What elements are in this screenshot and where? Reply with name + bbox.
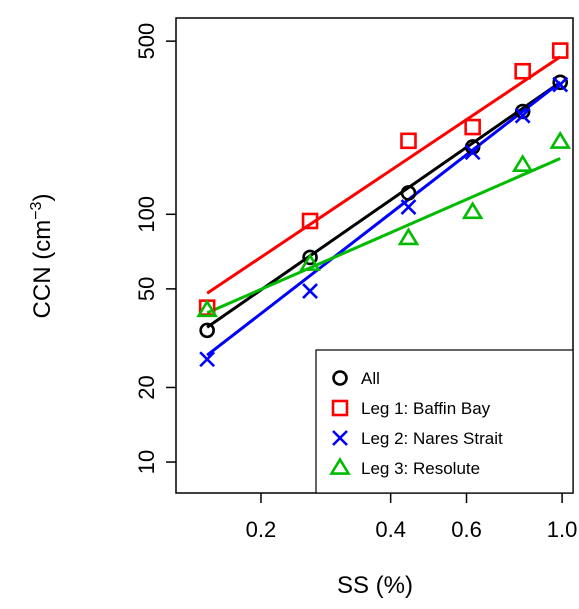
data-point [302,283,318,299]
fit-line [206,55,562,295]
data-point [464,144,481,161]
y-tick-label: 500 [134,23,159,60]
fit-line [206,157,561,315]
y-tick-label: 20 [134,375,159,399]
legend-label: All [361,369,380,388]
x-axis: 0.2 0.4 0.6 1.0 [246,493,578,542]
legend-marker [332,370,348,386]
legend: All Leg 1: Baffin Bay Leg 2: Nares Strait L… [315,349,574,494]
data-point [400,132,417,150]
data-point [299,252,321,271]
legend-marker [332,430,348,446]
y-axis-label-superscript: −3 [28,201,45,219]
data-point [400,199,417,215]
y-tick-label: 50 [134,277,159,301]
data-points [196,42,572,368]
x-tick-label: 1.0 [547,517,578,542]
legend-label: Leg 2: Nares Strait [361,429,503,448]
legend-label: Leg 3: Resolute [361,459,480,478]
y-tick-label: 100 [134,196,159,233]
data-point [400,185,417,201]
data-point [397,227,420,246]
data-point [464,118,481,136]
data-point [514,103,531,120]
data-point [302,249,318,266]
data-point [551,42,569,59]
x-tick-label: 0.2 [246,517,277,542]
y-axis-label-main: CCN (cm [29,220,56,319]
fit-lines [206,55,562,357]
data-point [514,62,531,80]
legend-box [315,349,574,494]
x-tick-label: 0.6 [451,517,482,542]
legend-marker [331,399,349,417]
data-point [511,154,534,173]
data-point [552,74,569,91]
y-axis-label-close: ) [29,194,56,202]
data-point [199,322,215,339]
legend-marker [329,456,351,475]
data-point [514,107,531,124]
data-point [301,212,319,230]
y-tick-label: 10 [134,450,159,474]
data-point [549,130,572,149]
data-point [461,201,484,220]
y-axis-label: CCN (cm−3) [28,194,56,319]
fit-line [206,81,562,357]
data-point [552,76,569,93]
data-point [196,299,218,318]
x-tick-label: 0.4 [375,517,406,542]
legend-label: Leg 1: Baffin Bay [361,399,491,418]
data-point [199,351,216,368]
x-axis-label: SS (%) [337,572,413,599]
y-axis: 10 20 50 100 500 [134,23,176,474]
